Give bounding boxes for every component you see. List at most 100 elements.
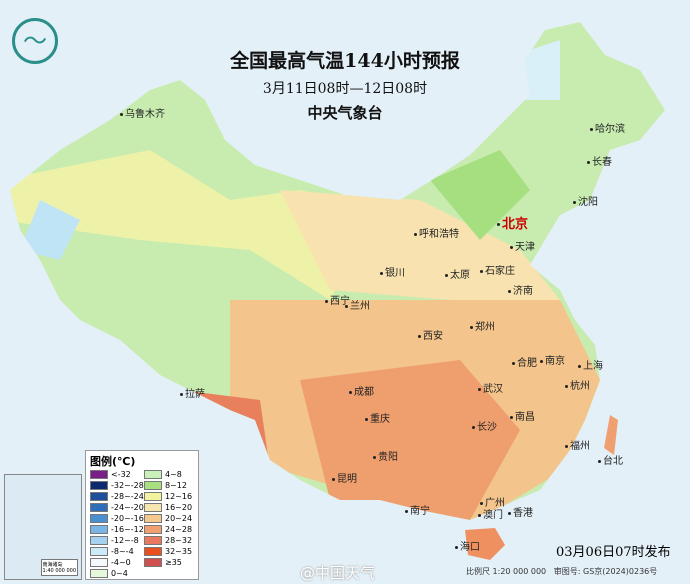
city-label: 澳门 xyxy=(478,506,503,521)
legend-swatch xyxy=(90,491,108,501)
legend-item: 12~16 xyxy=(144,491,192,502)
legend-label: -8~-4 xyxy=(111,546,134,556)
city-label: 长春 xyxy=(587,153,612,168)
legend-item: -28~-24 xyxy=(90,491,144,502)
city-label: 乌鲁木齐 xyxy=(120,105,165,120)
legend-swatch xyxy=(90,513,108,523)
cma-logo-icon: 〜 xyxy=(12,18,58,64)
legend-item: ≥35 xyxy=(144,557,192,568)
city-label: 上海 xyxy=(578,357,603,372)
legend-label: 24~28 xyxy=(165,524,193,534)
map-title: 全国最高气温144小时预报 xyxy=(230,50,460,72)
city-label: 昆明 xyxy=(332,470,357,485)
legend-item: -16~-12 xyxy=(90,524,144,535)
legend-label: 20~24 xyxy=(165,513,193,523)
legend-item: 8~12 xyxy=(144,480,192,491)
legend-label: -28~-24 xyxy=(111,491,144,501)
legend-item: 16~20 xyxy=(144,502,192,513)
city-label: 北京 xyxy=(497,213,528,232)
south-china-sea-inset: 南海诸岛 1:40 000 000 xyxy=(4,474,82,580)
legend-swatch xyxy=(90,480,108,490)
city-label: 重庆 xyxy=(365,410,390,425)
city-label: 银川 xyxy=(380,264,405,279)
legend-label: -20~-16 xyxy=(111,513,144,523)
city-label: 武汉 xyxy=(478,380,503,395)
legend-swatch xyxy=(144,535,162,545)
legend-item: 28~32 xyxy=(144,535,192,546)
inset-label: 南海诸岛 1:40 000 000 xyxy=(40,559,78,576)
legend-label: 16~20 xyxy=(165,502,193,512)
legend-swatch xyxy=(90,469,108,479)
city-label: 香港 xyxy=(508,504,533,519)
city-label: 西宁 xyxy=(325,292,350,307)
city-label: 南昌 xyxy=(510,408,535,423)
city-label: 台北 xyxy=(598,452,623,467)
scale-and-map-number: 比例尺 1:20 000 000 审图号: GS京(2024)0236号 xyxy=(466,567,658,576)
city-label: 郑州 xyxy=(470,318,495,333)
legend-label: ≥35 xyxy=(165,557,182,567)
legend-item: -4~0 xyxy=(90,557,144,568)
legend-swatch xyxy=(90,557,108,567)
legend-swatch xyxy=(144,502,162,512)
legend-item: -12~-8 xyxy=(90,535,144,546)
city-label: 哈尔滨 xyxy=(590,120,625,135)
legend-item: <-32 xyxy=(90,469,144,480)
issuer: 中央气象台 xyxy=(307,104,383,122)
city-label: 太原 xyxy=(445,266,470,281)
legend-swatch xyxy=(90,568,108,578)
city-label: 南京 xyxy=(540,352,565,367)
city-label: 南宁 xyxy=(405,502,430,517)
city-label: 贵阳 xyxy=(373,448,398,463)
legend-swatch xyxy=(144,491,162,501)
city-label: 合肥 xyxy=(512,354,537,369)
city-label: 石家庄 xyxy=(480,262,515,277)
forecast-period: 3月11日08时—12日08时 xyxy=(262,81,428,97)
legend-swatch xyxy=(90,502,108,512)
legend-swatch xyxy=(144,480,162,490)
legend-item: 0~4 xyxy=(90,568,144,579)
city-label: 天津 xyxy=(510,238,535,253)
legend-label: 28~32 xyxy=(165,535,193,545)
city-label: 成都 xyxy=(349,383,374,398)
city-label: 拉萨 xyxy=(180,385,205,400)
city-label: 西安 xyxy=(418,327,443,342)
legend-item: -8~-4 xyxy=(90,546,144,557)
city-label: 广州 xyxy=(480,494,505,509)
legend-label: -12~-8 xyxy=(111,535,139,545)
city-label: 杭州 xyxy=(565,377,590,392)
city-label: 呼和浩特 xyxy=(414,225,459,240)
legend-label: 8~12 xyxy=(165,480,187,490)
legend-label: 12~16 xyxy=(165,491,193,501)
legend-label: -16~-12 xyxy=(111,524,144,534)
legend-swatch xyxy=(90,524,108,534)
legend-title: 图例(℃) xyxy=(90,455,136,468)
legend-item: 4~8 xyxy=(144,469,192,480)
legend-label: 32~35 xyxy=(165,546,193,556)
city-label: 长沙 xyxy=(472,418,497,433)
legend-label: 0~4 xyxy=(111,568,128,578)
legend-label: -4~0 xyxy=(111,557,131,567)
city-label: 海口 xyxy=(455,538,480,553)
legend-label: <-32 xyxy=(111,469,131,479)
legend-swatch xyxy=(144,513,162,523)
legend-item: 20~24 xyxy=(144,513,192,524)
legend-item: 32~35 xyxy=(144,546,192,557)
legend-label: -32~-28 xyxy=(111,480,144,490)
city-label: 沈阳 xyxy=(573,193,598,208)
city-label: 兰州 xyxy=(345,297,370,312)
legend-swatch xyxy=(144,469,162,479)
legend-item: -20~-16 xyxy=(90,513,144,524)
legend-label: 4~8 xyxy=(165,469,182,479)
city-label: 济南 xyxy=(508,282,533,297)
legend-item: -24~-20 xyxy=(90,502,144,513)
city-label: 福州 xyxy=(565,437,590,452)
legend-swatch xyxy=(90,546,108,556)
legend-swatch xyxy=(144,546,162,556)
legend-label: -24~-20 xyxy=(111,502,144,512)
legend-swatch xyxy=(144,557,162,567)
legend: 图例(℃) <-32 -32~-28 -28~-24 -24~-20 -20~-16 -1… xyxy=(85,450,199,580)
legend-item: -32~-28 xyxy=(90,480,144,491)
legend-item: 24~28 xyxy=(144,524,192,535)
legend-swatch xyxy=(144,524,162,534)
legend-swatch xyxy=(90,535,108,545)
